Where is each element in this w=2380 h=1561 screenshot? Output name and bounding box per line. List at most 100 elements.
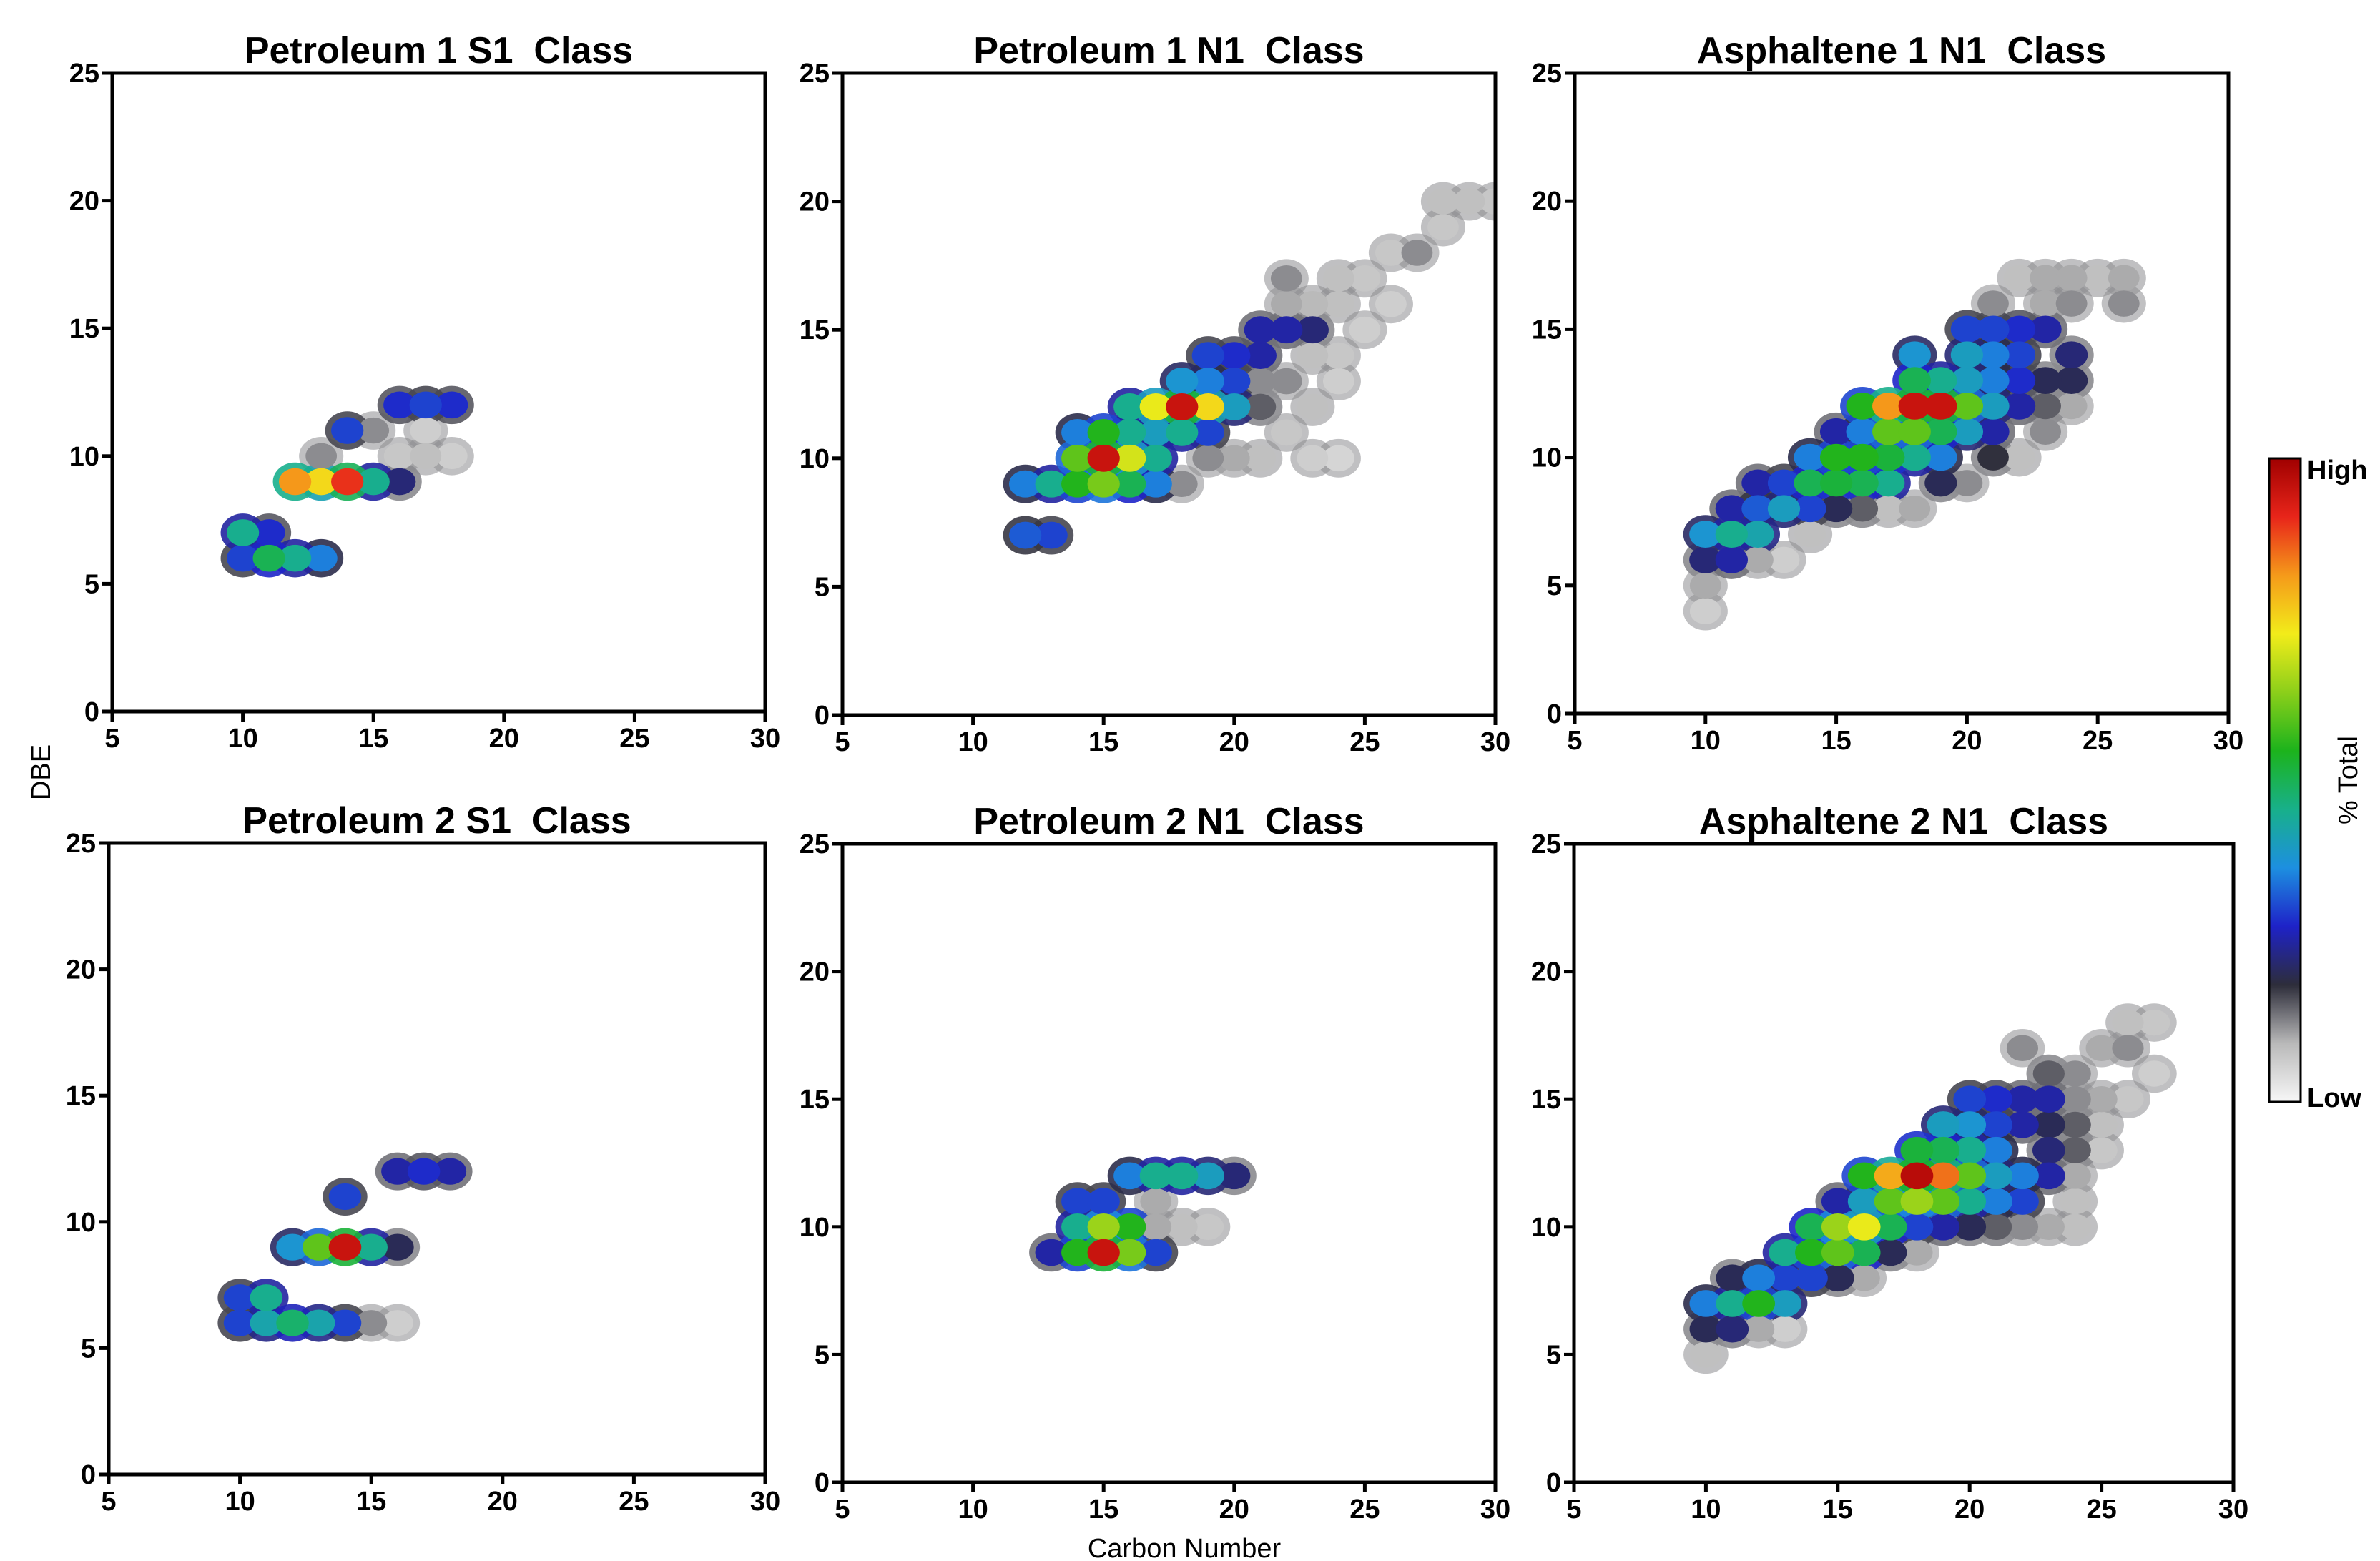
heatmap-cell — [226, 544, 260, 572]
heatmap-cell — [1087, 470, 1120, 498]
x-tick-label: 15 — [356, 1487, 386, 1517]
heatmap-cell — [1821, 1213, 1854, 1241]
heatmap-cell — [2138, 1060, 2170, 1087]
heatmap-cells — [1029, 1156, 1257, 1272]
heatmap-cell — [2055, 341, 2088, 369]
heatmap-cell — [1767, 469, 1801, 497]
heatmap-cell — [1244, 393, 1277, 420]
heatmap-cell — [1977, 315, 2010, 343]
x-tick-label: 25 — [1349, 727, 1380, 757]
heatmap-cell — [2002, 367, 2036, 394]
panel-title: Petroleum 1 N1 Class — [973, 30, 1364, 72]
heatmap-cell — [1819, 418, 1853, 445]
heatmap-cell — [2006, 1188, 2039, 1215]
heatmap-cell — [1139, 444, 1172, 472]
heatmap-cell — [1874, 1213, 1907, 1241]
heatmap-cell — [1950, 393, 1984, 420]
heatmap-cell — [1741, 495, 1774, 523]
heatmap-cell — [1401, 240, 1433, 266]
heatmap-cell — [1008, 470, 1042, 498]
heatmap-cells — [217, 1152, 473, 1342]
heatmap-cell — [1427, 188, 1459, 215]
heatmap-cell — [2138, 1009, 2170, 1036]
heatmap-cell — [1951, 470, 1983, 496]
heatmap-cell — [2006, 1111, 2039, 1138]
heatmap-cell — [2030, 265, 2062, 291]
y-tick-label: 10 — [1531, 1213, 1561, 1243]
heatmap-cell — [1977, 290, 2009, 317]
heatmap-cell — [1769, 1316, 1801, 1342]
y-tick-label: 15 — [800, 315, 830, 345]
plot-frame — [110, 71, 767, 714]
x-tick-label: 15 — [1821, 726, 1851, 756]
heatmap-cell — [1166, 368, 1199, 395]
y-tick-label: 0 — [1546, 1468, 1561, 1498]
heatmap-cell — [1218, 368, 1251, 395]
heatmap-cell — [1244, 445, 1277, 472]
heatmap-cell — [1900, 1213, 1934, 1241]
heatmap-cell — [383, 468, 416, 496]
heatmap-cell — [1061, 1188, 1094, 1215]
heatmap-cell — [1061, 418, 1094, 446]
heatmap-cell — [2030, 290, 2062, 317]
y-tick-label: 20 — [800, 187, 830, 217]
heatmap-cell — [1166, 1162, 1199, 1190]
heatmap-cell — [1191, 368, 1224, 395]
y-tick-label: 20 — [800, 957, 830, 988]
x-tick-label: 20 — [1219, 1494, 1249, 1525]
y-tick-label: 10 — [66, 1208, 96, 1238]
y-tick-label: 5 — [84, 569, 99, 599]
heatmap-cell — [1061, 1239, 1094, 1266]
colorbar: High Low % Total — [2268, 456, 2367, 1113]
heatmap-cell — [1742, 1264, 1776, 1292]
y-tick-label: 25 — [1531, 829, 1561, 860]
heatmap-cell — [1898, 341, 1931, 369]
y-tick-label: 0 — [815, 701, 830, 731]
heatmap-cell — [1087, 1188, 1120, 1215]
heatmap-cell — [252, 519, 285, 546]
heatmap-cell — [276, 1233, 309, 1261]
heatmap-cell — [1140, 1188, 1172, 1215]
heatmap-cell — [2032, 1213, 2065, 1241]
heatmap-cell — [1743, 1316, 1775, 1342]
heatmap-cell — [1741, 521, 1774, 548]
x-tick-label: 20 — [1952, 726, 1982, 756]
heatmap-cell — [1716, 1264, 1749, 1292]
y-tick-label: 15 — [66, 1081, 96, 1111]
heatmap-cell — [1927, 1188, 1960, 1215]
heatmap-cell — [1139, 470, 1172, 498]
heatmap-cell — [1715, 521, 1749, 548]
heatmap-cell — [2059, 1213, 2091, 1241]
heatmap-cell — [328, 1309, 362, 1336]
y-tick-label: 0 — [815, 1468, 830, 1498]
heatmap-cell — [1061, 470, 1094, 498]
heatmap-cell — [1953, 1162, 1987, 1190]
heatmap-cell — [358, 417, 390, 444]
heatmap-cell — [1794, 469, 1826, 497]
heatmap-cell — [1689, 1290, 1723, 1317]
heatmap-cell — [226, 519, 260, 546]
heatmap-cell — [1924, 393, 1957, 420]
y-tick-label: 25 — [66, 829, 96, 859]
heatmap-cell — [381, 1310, 413, 1336]
heatmap-cell — [1453, 188, 1485, 215]
heatmap-cell — [1139, 393, 1172, 420]
heatmap-cell — [2003, 265, 2035, 291]
heatmap-cell — [1953, 1213, 1987, 1241]
heatmap-cell — [2002, 341, 2036, 369]
heatmap-cell — [2032, 1162, 2065, 1190]
heatmap-cell — [1927, 1111, 1960, 1138]
x-tick-label: 5 — [1566, 1494, 1581, 1525]
heatmap-cell — [2059, 1111, 2091, 1138]
y-tick-label: 0 — [1547, 699, 1562, 729]
heatmap-cell — [1741, 469, 1774, 497]
heatmap-cell — [1953, 1085, 1987, 1113]
heatmap-cell — [1924, 367, 1957, 394]
heatmap-cells — [1683, 258, 2146, 631]
heatmap-cell — [2006, 1035, 2039, 1061]
y-tick-label: 10 — [1532, 443, 1562, 473]
heatmap-cell — [1715, 495, 1749, 523]
colorbar-low-label: Low — [2307, 1083, 2361, 1113]
